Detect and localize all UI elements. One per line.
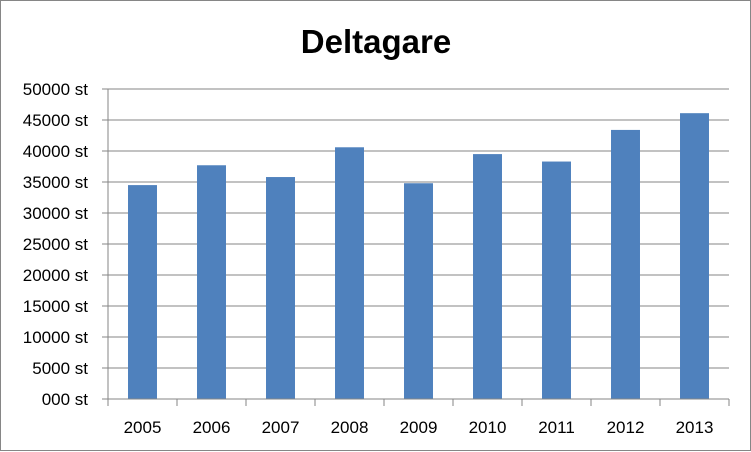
y-tick-label: 5000 st (32, 359, 88, 378)
bars (128, 113, 709, 400)
y-tick-label: 45000 st (23, 111, 88, 130)
y-tick-label: 15000 st (23, 297, 88, 316)
bar-2005 (128, 185, 157, 399)
x-tick-labels: 2005 2006 2007 2008 2009 2010 2011 2012 2013 (124, 418, 714, 437)
axes (107, 89, 729, 406)
bar-2011 (542, 161, 571, 399)
x-tick-label: 2005 (124, 418, 162, 437)
y-tick-label: 10000 st (23, 328, 88, 347)
y-tick-label: 40000 st (23, 142, 88, 161)
x-tick-label: 2008 (331, 418, 369, 437)
y-tick-label: 50000 st (23, 80, 88, 99)
y-tick-labels: 000 st 5000 st 10000 st 15000 st 20000 st 250… (23, 80, 89, 409)
bar-2010 (473, 154, 502, 399)
y-tick-label: 30000 st (23, 204, 88, 223)
x-tick-label: 2006 (193, 418, 231, 437)
x-tick-label: 2011 (538, 418, 575, 437)
x-tick-label: 2010 (469, 418, 507, 437)
x-tick-label: 2007 (262, 418, 300, 437)
y-tick-label: 20000 st (23, 266, 88, 285)
y-tick-label: 35000 st (23, 173, 88, 192)
bar-2006 (197, 165, 226, 399)
x-tick-label: 2013 (676, 418, 714, 437)
bar-2008 (335, 147, 364, 399)
bar-2007 (266, 177, 295, 399)
bar-2012 (611, 129, 640, 400)
bar-2013 (680, 113, 709, 400)
chart-title: Deltagare (301, 23, 451, 60)
x-tick-label: 2012 (607, 418, 645, 437)
y-tick-label: 25000 st (23, 235, 88, 254)
x-tick-label: 2009 (400, 418, 438, 437)
bar-2009 (404, 183, 433, 399)
y-tick-label: 000 st (42, 390, 89, 409)
